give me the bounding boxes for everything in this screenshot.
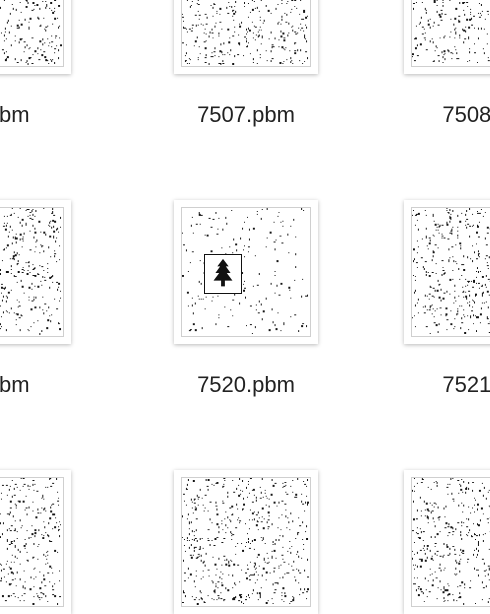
noise-image-icon [411,207,490,337]
noise-image-icon [0,477,64,607]
file-thumbnail[interactable] [0,0,71,74]
file-name-label: 9.pbm [0,372,30,397]
noise-image-icon [181,477,311,607]
file-thumbnail[interactable] [404,470,490,614]
noise-image-icon [181,0,311,67]
noise-image-icon [181,207,311,337]
file-thumbnail[interactable] [0,200,71,344]
file-name-label: 7521.p [442,372,490,397]
file-thumbnail[interactable] [404,200,490,344]
file-thumbnail[interactable] [174,200,318,344]
file-name-label: 7520.pbm [197,372,295,397]
file-name-label: 7507.pbm [197,102,295,127]
noise-image-icon [411,477,490,607]
noise-image-icon [411,0,490,67]
file-name-label: 7508.p [442,102,490,127]
noise-image-icon [0,0,64,67]
noise-image-icon [0,207,64,337]
file-thumbnail[interactable] [174,0,318,74]
file-name-label: 6.pbm [0,102,30,127]
pine-tree-icon [204,254,242,294]
file-thumbnail[interactable] [0,470,71,614]
file-thumbnail[interactable] [404,0,490,74]
file-thumbnail[interactable] [174,470,318,614]
